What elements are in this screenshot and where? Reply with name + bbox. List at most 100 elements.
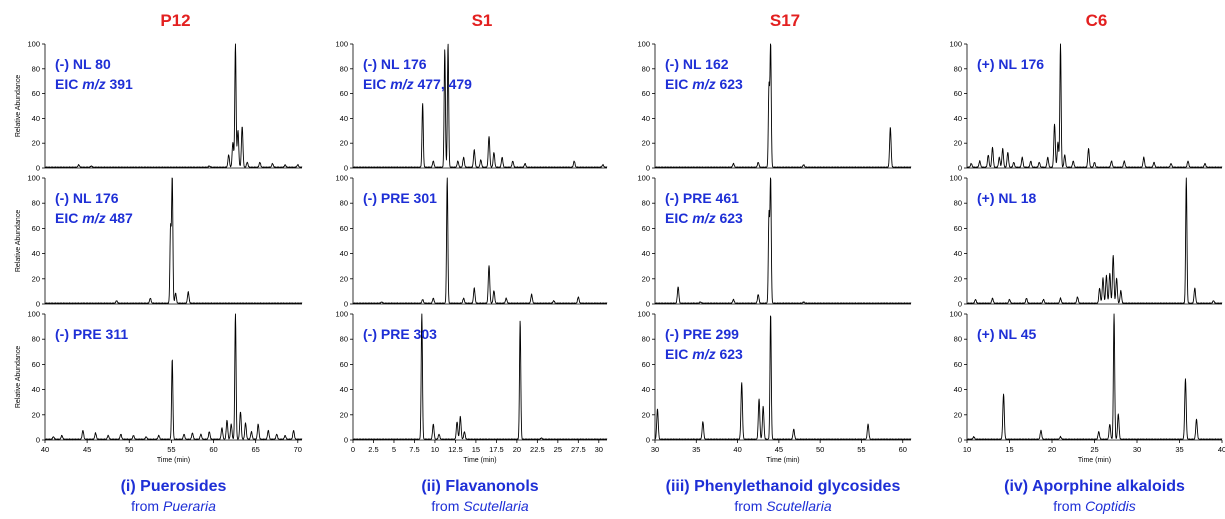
y-tick-label: 100 xyxy=(335,174,348,183)
caption-genus: Coptidis xyxy=(1085,498,1136,514)
eic-prefix: EIC xyxy=(55,76,82,92)
eic-mz: m/z xyxy=(692,76,715,92)
y-tick-label: 0 xyxy=(344,300,348,309)
x-tick-label: 17.5 xyxy=(489,445,504,454)
panel-eic-label: EIC m/z 487 xyxy=(55,210,133,226)
eic-mz: m/z xyxy=(692,210,715,226)
y-tick-label: 0 xyxy=(344,164,348,173)
y-tick-label: 60 xyxy=(32,224,40,233)
y-tick-label: 60 xyxy=(954,224,962,233)
column-title: P12 xyxy=(160,11,190,30)
x-axis-label: Time (min) xyxy=(463,457,496,464)
x-tick-label: 15 xyxy=(472,445,480,454)
panel-eic-label: EIC m/z 623 xyxy=(665,76,743,92)
y-tick-label: 100 xyxy=(27,310,40,319)
y-tick-label: 80 xyxy=(642,335,650,344)
y-tick-label: 20 xyxy=(642,410,650,419)
x-tick-label: 40 xyxy=(41,445,49,454)
caption-title: (iv) Aporphine alkaloids xyxy=(1004,478,1185,495)
x-tick-label: 60 xyxy=(209,445,217,454)
y-tick-label: 80 xyxy=(340,335,348,344)
y-tick-label: 60 xyxy=(340,89,348,98)
y-tick-label: 100 xyxy=(949,310,962,319)
x-tick-label: 60 xyxy=(899,445,907,454)
chromatogram-trace xyxy=(654,315,912,441)
caption-from: from xyxy=(431,498,463,514)
caption-source: from Scutellaria xyxy=(734,498,831,514)
y-tick-label: 0 xyxy=(344,436,348,445)
chromatogram-trace xyxy=(44,313,303,441)
y-tick-label: 20 xyxy=(954,139,962,148)
eic-mz: m/z xyxy=(82,76,105,92)
y-tick-label: 20 xyxy=(32,139,40,148)
y-tick-label: 0 xyxy=(646,436,650,445)
chromatogram-trace xyxy=(654,177,912,305)
x-tick-label: 45 xyxy=(83,445,91,454)
y-tick-label: 80 xyxy=(340,64,348,73)
chromatogram-panel: 0 20 40 60 80 100 (-) PRE 303 0 2.5 5 7.5 10 12.5 15 1… xyxy=(335,310,608,464)
y-tick-label: 0 xyxy=(958,300,962,309)
y-tick-label: 100 xyxy=(335,310,348,319)
y-tick-label: 0 xyxy=(958,436,962,445)
caption-title: (iii) Phenylethanoid glycosides xyxy=(666,478,901,495)
panel-eic-label: EIC m/z 623 xyxy=(665,346,743,362)
chromatogram-trace xyxy=(966,43,1223,169)
eic-mz: m/z xyxy=(82,210,105,226)
y-tick-label: 20 xyxy=(340,410,348,419)
x-tick-label: 25 xyxy=(554,445,562,454)
x-tick-label: 20 xyxy=(1048,445,1056,454)
chromatogram-trace xyxy=(352,43,608,169)
y-tick-label: 20 xyxy=(954,410,962,419)
panel-label: (+) NL 176 xyxy=(977,56,1044,72)
y-tick-label: 40 xyxy=(642,385,650,394)
x-tick-label: 10 xyxy=(963,445,971,454)
x-tick-label: 30 xyxy=(1133,445,1141,454)
x-tick-label: 65 xyxy=(251,445,259,454)
x-tick-label: 15 xyxy=(1005,445,1013,454)
eic-prefix: EIC xyxy=(665,346,692,362)
column-title: C6 xyxy=(1086,11,1108,30)
y-tick-label: 80 xyxy=(642,199,650,208)
x-tick-label: 2.5 xyxy=(368,445,378,454)
x-tick-label: 27.5 xyxy=(571,445,586,454)
x-tick-label: 25 xyxy=(1090,445,1098,454)
panel-label: (-) PRE 301 xyxy=(363,190,437,206)
y-tick-label: 40 xyxy=(954,114,962,123)
y-tick-label: 100 xyxy=(637,40,650,49)
y-tick-label: 60 xyxy=(32,89,40,98)
chromatogram-panel: 0 20 40 60 80 100 (+) NL 45 10 15 20 25 30 35 40 Time … xyxy=(949,310,1225,465)
y-tick-label: 100 xyxy=(335,40,348,49)
y-tick-label: 80 xyxy=(340,199,348,208)
chromatogram-panel: 0 20 40 60 80 100 (+) NL 176 xyxy=(949,40,1223,173)
panel-label: (+) NL 45 xyxy=(977,326,1036,342)
x-axis-label: Time (min) xyxy=(1078,457,1111,464)
y-tick-label: 40 xyxy=(32,114,40,123)
y-tick-label: 60 xyxy=(954,360,962,369)
x-tick-label: 35 xyxy=(692,445,700,454)
y-tick-label: 60 xyxy=(32,360,40,369)
y-tick-label: 100 xyxy=(27,40,40,49)
panel-label: (-) PRE 311 xyxy=(55,326,128,342)
y-tick-label: 40 xyxy=(954,249,962,258)
y-tick-label: 0 xyxy=(958,164,962,173)
x-tick-label: 0 xyxy=(351,445,355,454)
caption-source: from Coptidis xyxy=(1053,498,1135,514)
chromatogram-trace xyxy=(44,177,303,305)
y-tick-label: 80 xyxy=(954,64,962,73)
caption-genus: Scutellaria xyxy=(463,498,529,514)
x-tick-label: 55 xyxy=(167,445,175,454)
y-tick-label: 100 xyxy=(27,174,40,183)
y-tick-label: 40 xyxy=(32,249,40,258)
x-tick-label: 70 xyxy=(294,445,302,454)
y-tick-label: 60 xyxy=(340,360,348,369)
x-tick-label: 40 xyxy=(1218,445,1225,454)
panel-label: (-) NL 176 xyxy=(55,190,119,206)
x-tick-label: 50 xyxy=(125,445,133,454)
y-tick-label: 20 xyxy=(642,139,650,148)
chromatogram-trace xyxy=(352,177,608,305)
chromatogram-trace xyxy=(966,313,1223,441)
x-tick-label: 35 xyxy=(1175,445,1183,454)
panel-eic-label: EIC m/z 623 xyxy=(665,210,743,226)
chromatogram-panel: 0 20 40 60 80 100 (-) NL 176 EIC m/z 477, 479 xyxy=(335,40,608,173)
